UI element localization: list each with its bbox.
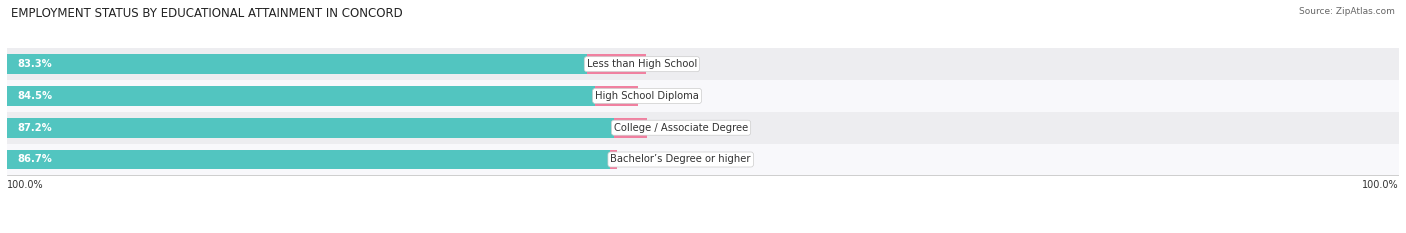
Text: 1.0%: 1.0% bbox=[624, 154, 650, 164]
Text: 84.5%: 84.5% bbox=[17, 91, 52, 101]
Bar bbox=[614, 118, 647, 137]
Bar bbox=[7, 86, 595, 106]
Bar bbox=[7, 54, 586, 74]
Text: 86.7%: 86.7% bbox=[17, 154, 52, 164]
Bar bbox=[7, 80, 1399, 112]
Text: 6.2%: 6.2% bbox=[645, 91, 671, 101]
Bar bbox=[7, 150, 610, 169]
Text: EMPLOYMENT STATUS BY EDUCATIONAL ATTAINMENT IN CONCORD: EMPLOYMENT STATUS BY EDUCATIONAL ATTAINM… bbox=[11, 7, 404, 20]
Text: Bachelor’s Degree or higher: Bachelor’s Degree or higher bbox=[610, 154, 751, 164]
Text: 8.5%: 8.5% bbox=[652, 59, 678, 69]
Bar bbox=[7, 48, 1399, 80]
Bar bbox=[610, 150, 617, 169]
Bar bbox=[7, 118, 614, 137]
Text: 4.8%: 4.8% bbox=[654, 123, 679, 133]
Text: High School Diploma: High School Diploma bbox=[595, 91, 699, 101]
Text: Less than High School: Less than High School bbox=[586, 59, 697, 69]
Text: 100.0%: 100.0% bbox=[7, 180, 44, 190]
Text: College / Associate Degree: College / Associate Degree bbox=[614, 123, 748, 133]
Text: 83.3%: 83.3% bbox=[17, 59, 52, 69]
Text: 100.0%: 100.0% bbox=[1362, 180, 1399, 190]
Bar bbox=[7, 112, 1399, 144]
Text: 87.2%: 87.2% bbox=[17, 123, 52, 133]
Text: Source: ZipAtlas.com: Source: ZipAtlas.com bbox=[1299, 7, 1395, 16]
Bar bbox=[7, 144, 1399, 175]
Bar bbox=[586, 54, 645, 74]
Bar bbox=[595, 86, 638, 106]
